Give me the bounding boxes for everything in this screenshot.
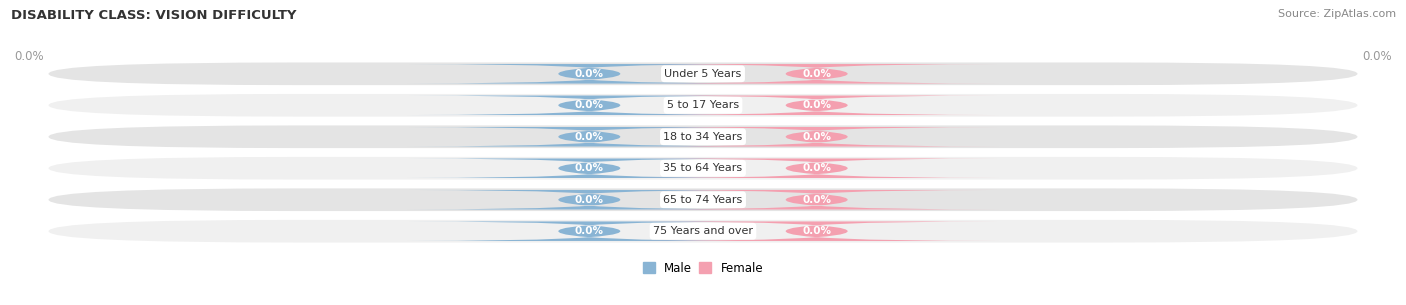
Text: Under 5 Years: Under 5 Years: [665, 69, 741, 79]
Text: 0.0%: 0.0%: [575, 132, 603, 142]
Text: 0.0%: 0.0%: [803, 69, 831, 79]
FancyBboxPatch shape: [634, 127, 1000, 146]
FancyBboxPatch shape: [406, 64, 772, 84]
FancyBboxPatch shape: [406, 190, 772, 210]
Text: 0.0%: 0.0%: [803, 163, 831, 173]
Text: 0.0%: 0.0%: [803, 132, 831, 142]
Text: 0.0%: 0.0%: [575, 69, 603, 79]
Text: 0.0%: 0.0%: [803, 226, 831, 236]
FancyBboxPatch shape: [634, 190, 1000, 210]
FancyBboxPatch shape: [634, 221, 1000, 241]
Text: 65 to 74 Years: 65 to 74 Years: [664, 195, 742, 205]
FancyBboxPatch shape: [634, 159, 1000, 178]
Text: Source: ZipAtlas.com: Source: ZipAtlas.com: [1278, 9, 1396, 19]
FancyBboxPatch shape: [406, 159, 772, 178]
Text: 0.0%: 0.0%: [803, 195, 831, 205]
Text: 0.0%: 0.0%: [575, 100, 603, 110]
FancyBboxPatch shape: [406, 127, 772, 146]
Text: 0.0%: 0.0%: [575, 226, 603, 236]
FancyBboxPatch shape: [48, 157, 1358, 180]
FancyBboxPatch shape: [48, 63, 1358, 85]
FancyBboxPatch shape: [634, 64, 1000, 84]
FancyBboxPatch shape: [406, 221, 772, 241]
FancyBboxPatch shape: [48, 220, 1358, 242]
FancyBboxPatch shape: [48, 125, 1358, 148]
Text: 75 Years and over: 75 Years and over: [652, 226, 754, 236]
FancyBboxPatch shape: [406, 95, 772, 115]
Legend: Male, Female: Male, Female: [638, 257, 768, 279]
Text: 0.0%: 0.0%: [575, 195, 603, 205]
Text: 0.0%: 0.0%: [1362, 50, 1392, 63]
Text: 0.0%: 0.0%: [803, 100, 831, 110]
Text: 0.0%: 0.0%: [14, 50, 44, 63]
Text: DISABILITY CLASS: VISION DIFFICULTY: DISABILITY CLASS: VISION DIFFICULTY: [11, 9, 297, 22]
Text: 18 to 34 Years: 18 to 34 Years: [664, 132, 742, 142]
Text: 35 to 64 Years: 35 to 64 Years: [664, 163, 742, 173]
Text: 5 to 17 Years: 5 to 17 Years: [666, 100, 740, 110]
Text: 0.0%: 0.0%: [575, 163, 603, 173]
FancyBboxPatch shape: [48, 94, 1358, 117]
FancyBboxPatch shape: [634, 95, 1000, 115]
FancyBboxPatch shape: [48, 188, 1358, 211]
